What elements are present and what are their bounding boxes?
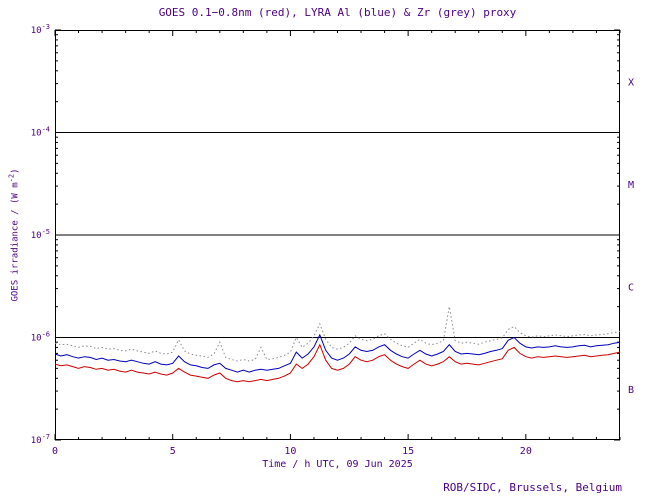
y-tick-label: 10-6	[31, 331, 50, 344]
flare-class-label: X	[628, 77, 634, 88]
y-tick-label: 10-3	[31, 23, 50, 36]
x-tick-label: 5	[170, 446, 176, 457]
y-tick-label: 10-5	[31, 228, 50, 241]
y-tick-label: 10-7	[31, 433, 50, 446]
flare-class-label: M	[628, 180, 634, 191]
x-tick-label: 20	[520, 446, 532, 457]
series-line-lyra-zr-proxy	[54, 306, 621, 362]
x-tick-label: 10	[284, 446, 296, 457]
y-tick-label: 10-4	[31, 126, 50, 139]
credit-text: ROB/SIDC, Brussels, Belgium	[443, 481, 622, 494]
flare-class-label: B	[628, 385, 634, 396]
flare-class-label: C	[628, 282, 634, 293]
series-line-goes-0-1-0-8nm	[54, 343, 621, 383]
series-line-lyra-al-proxy	[54, 333, 621, 373]
x-axis-label: Time / h UTC, 09 Jun 2025	[262, 459, 413, 470]
chart-title: GOES 0.1−0.8nm (red), LYRA Al (blue) & Z…	[158, 6, 517, 19]
x-tick-label: 0	[52, 446, 58, 457]
x-tick-label: 15	[402, 446, 414, 457]
